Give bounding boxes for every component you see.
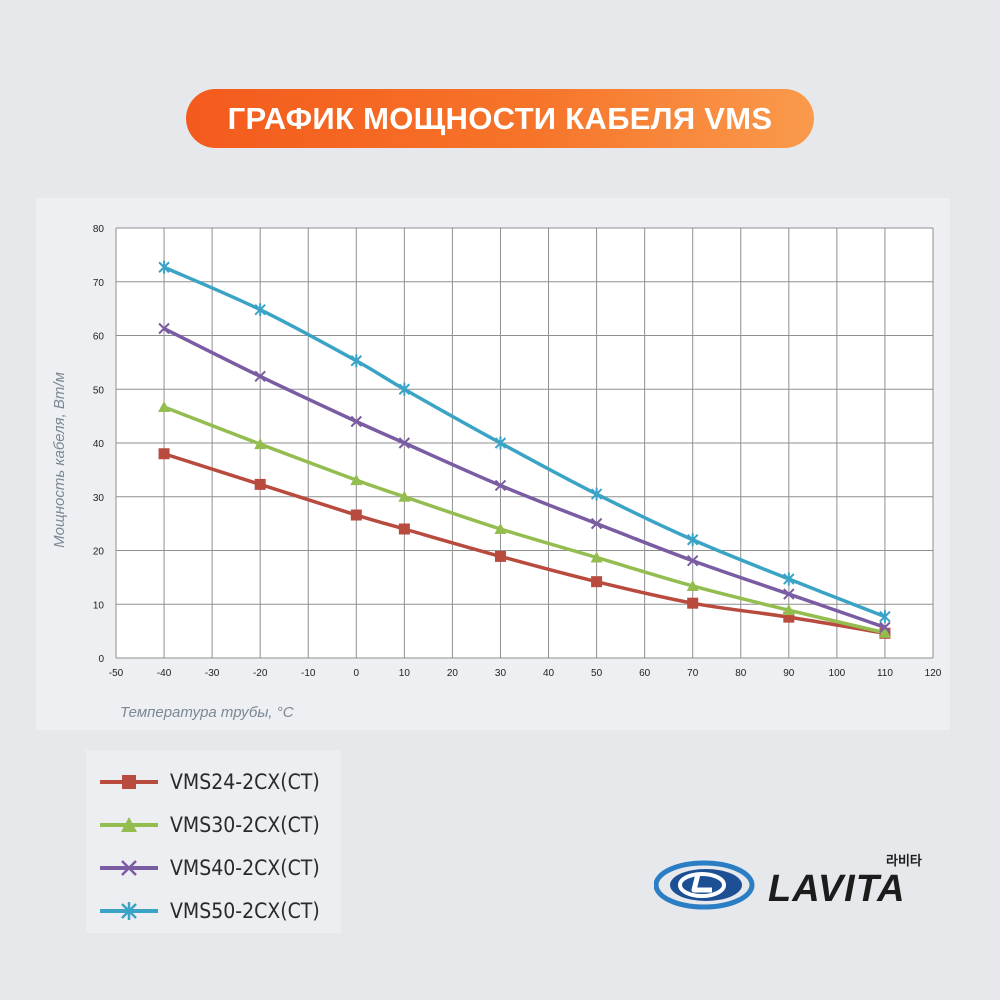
data-point-x — [686, 555, 699, 567]
y-tick-label: 20 — [93, 547, 105, 558]
x-tick-label: -50 — [109, 668, 124, 679]
data-point-x — [398, 437, 411, 449]
data-point-x — [590, 517, 603, 530]
x-tick-label: -40 — [157, 668, 172, 679]
data-point-x — [879, 621, 891, 634]
data-point-x — [494, 479, 507, 492]
logo-l-mark — [691, 873, 712, 893]
data-point-triangle — [878, 626, 891, 638]
legend-swatch-square — [100, 775, 158, 789]
chart-series — [158, 260, 891, 639]
series-group — [158, 322, 891, 634]
data-point-square — [494, 550, 506, 562]
chart-grid — [115, 227, 934, 659]
data-point-x — [158, 322, 170, 335]
x-tick-label: 10 — [399, 668, 411, 679]
data-point-square — [398, 523, 410, 535]
data-point-star — [494, 436, 507, 450]
x-tick-label: -30 — [205, 668, 220, 679]
series-line — [163, 265, 886, 619]
data-point-triangle — [158, 400, 171, 412]
data-point-star — [590, 487, 603, 501]
data-point-triangle — [686, 579, 699, 591]
y-tick-label: 80 — [93, 224, 105, 235]
x-tick-label: 50 — [591, 668, 603, 679]
x-tick-label: 0 — [354, 668, 360, 679]
chart-panel: -50 -40 -30 -20 -10 0 10 20 30 40 50 60 70 80 90 100 110… — [36, 198, 950, 730]
y-axis-label: Мощность кабеля, Вт/м — [51, 372, 68, 548]
data-point-star — [879, 610, 891, 624]
legend-item: VMS30-2CX(CT) — [86, 810, 341, 840]
x-tick-label: 70 — [687, 668, 699, 679]
x-tick-label: 100 — [829, 668, 846, 679]
power-chart: -50 -40 -30 -20 -10 0 10 20 30 40 50 60 70 80 90 100 110… — [51, 224, 942, 721]
legend-swatch-x — [100, 860, 158, 876]
x-tick-label: 120 — [925, 668, 942, 679]
data-point-square — [591, 576, 603, 588]
y-tick-label: 0 — [98, 654, 104, 665]
y-tick-label: 50 — [93, 385, 105, 396]
series-group — [158, 260, 891, 624]
y-tick-label: 60 — [93, 332, 105, 343]
x-axis-label: Температура трубы, °C — [120, 704, 294, 721]
legend-item: VMS24-2CX(CT) — [86, 767, 341, 797]
page-title: ГРАФИК МОЩНОСТИ КАБЕЛЯ VMS — [186, 89, 814, 148]
legend-item: VMS50-2CX(CT) — [86, 896, 341, 926]
legend-item: VMS40-2CX(CT) — [86, 853, 341, 883]
data-point-square — [254, 478, 266, 490]
x-tick-label: 80 — [735, 668, 747, 679]
data-point-triangle — [782, 604, 795, 616]
data-point-triangle — [350, 474, 363, 486]
x-tick-label: 60 — [639, 668, 651, 679]
x-tick-label: 40 — [543, 668, 555, 679]
data-point-square — [783, 611, 795, 623]
data-point-star — [254, 303, 266, 317]
legend-label: VMS30-2CX(CT) — [170, 813, 320, 837]
y-tick-label: 70 — [93, 278, 105, 289]
series-line — [163, 326, 886, 630]
chart-legend: VMS24-2CX(CT) VMS30-2CX(CT) VMS40-2CX(CT… — [86, 750, 341, 933]
logo-korean-text: 라비타 — [886, 853, 922, 869]
y-tick-label: 30 — [93, 493, 105, 504]
x-tick-label: -10 — [301, 668, 316, 679]
data-point-star — [350, 354, 363, 368]
data-point-square — [158, 448, 170, 460]
legend-swatch-triangle — [100, 817, 158, 832]
logo-ring-white — [678, 872, 726, 898]
x-tick-label: 110 — [877, 668, 893, 679]
page-title-text: ГРАФИК МОЩНОСТИ КАБЕЛЯ VMS — [227, 100, 773, 136]
y-tick-label: 40 — [93, 439, 105, 450]
y-tick-label: 10 — [93, 600, 105, 611]
x-tick-label: 90 — [783, 668, 795, 679]
data-point-square — [350, 509, 362, 521]
x-tick-label: 30 — [495, 668, 507, 679]
x-tick-label: 20 — [447, 668, 459, 679]
axis-ticks: -50 -40 -30 -20 -10 0 10 20 30 40 50 60 70 80 90 100 110… — [93, 224, 942, 679]
data-point-star — [398, 382, 411, 396]
legend-label: VMS50-2CX(CT) — [170, 899, 320, 923]
lavita-logo: LAVITA 라비타 — [654, 853, 922, 910]
data-point-x — [783, 588, 795, 600]
data-point-triangle — [494, 523, 507, 534]
data-point-triangle — [590, 551, 603, 563]
legend-label: VMS40-2CX(CT) — [170, 856, 320, 880]
logo-ring-outer — [654, 860, 755, 910]
data-point-triangle — [398, 490, 411, 502]
x-tick-label: -20 — [253, 668, 268, 679]
data-point-x — [350, 415, 363, 428]
data-point-star — [783, 572, 795, 586]
data-point-x — [254, 370, 266, 383]
data-point-star — [158, 260, 170, 274]
data-point-square — [687, 597, 699, 609]
data-point-triangle — [254, 438, 267, 450]
legend-label: VMS24-2CX(CT) — [170, 770, 320, 794]
data-point-star — [686, 533, 699, 547]
legend-swatch-star — [100, 902, 158, 920]
series-group — [158, 400, 891, 638]
logo-wordmark: LAVITA — [768, 868, 906, 910]
